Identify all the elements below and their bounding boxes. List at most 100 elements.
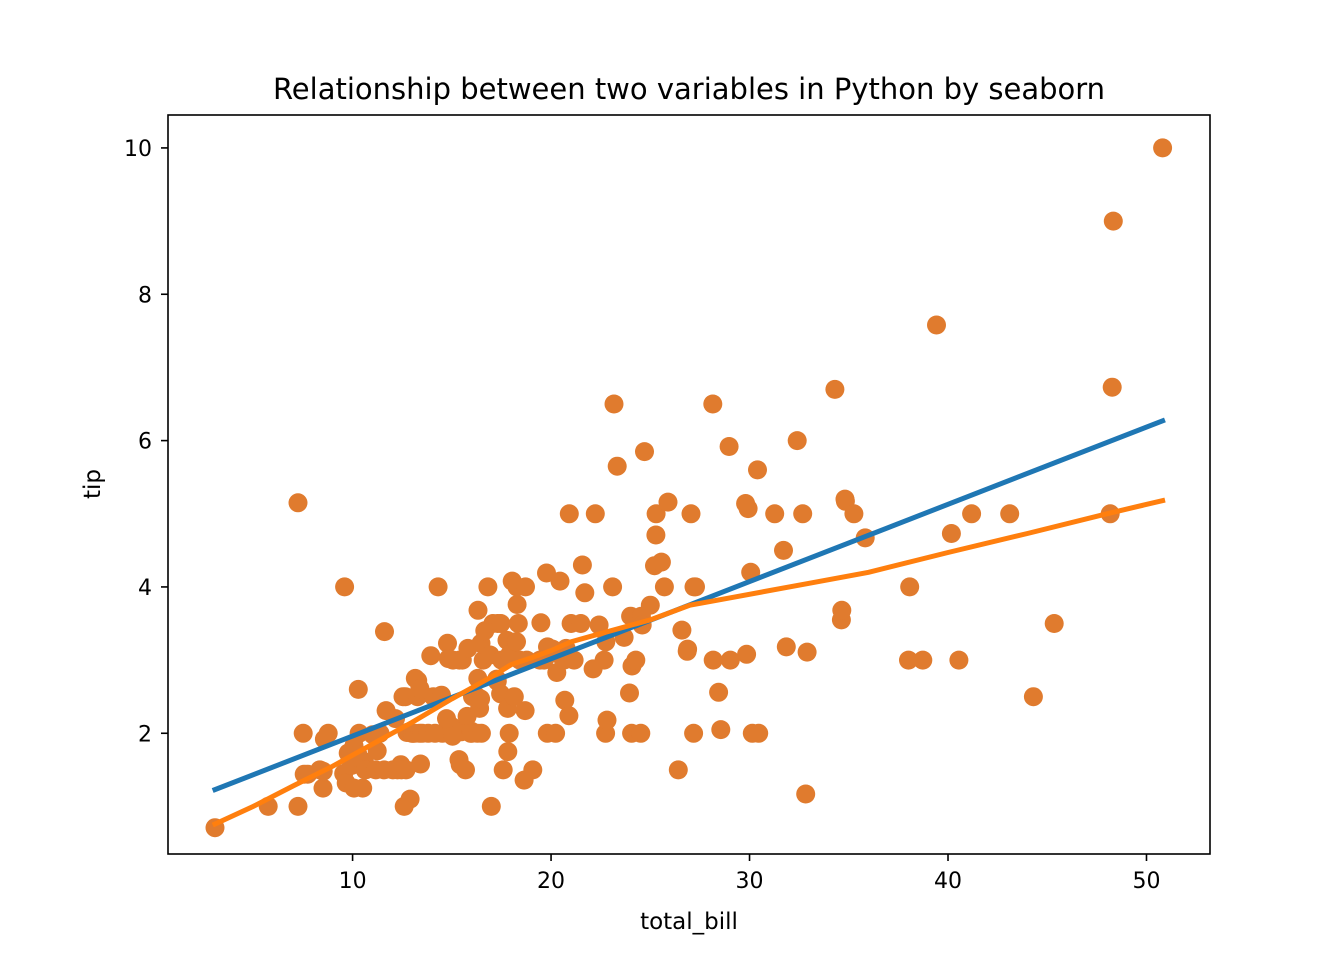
data-point xyxy=(719,437,739,456)
data-point xyxy=(703,650,723,670)
data-point xyxy=(478,577,498,597)
x-axis-label: total_bill xyxy=(640,909,738,935)
data-point xyxy=(318,723,338,743)
data-point xyxy=(604,394,624,414)
data-point xyxy=(288,493,308,513)
data-point xyxy=(531,613,551,633)
y-tick-label: 6 xyxy=(138,430,152,455)
data-point xyxy=(709,682,729,702)
y-axis-ticks: 2 4 6 8 10 xyxy=(124,137,168,747)
data-point xyxy=(597,710,617,730)
data-point xyxy=(646,525,666,545)
data-point xyxy=(651,552,671,572)
data-point xyxy=(748,460,767,480)
x-tick-label: 50 xyxy=(1132,869,1160,894)
data-point xyxy=(471,723,491,743)
data-point xyxy=(481,796,501,816)
data-point xyxy=(335,577,355,597)
data-point xyxy=(962,504,982,524)
x-tick-label: 30 xyxy=(736,869,764,894)
data-point xyxy=(400,789,420,809)
x-tick-label: 10 xyxy=(339,869,367,894)
data-point xyxy=(620,683,639,703)
data-point xyxy=(589,615,609,635)
data-point xyxy=(293,723,313,743)
data-point xyxy=(776,637,796,657)
data-point xyxy=(668,760,688,780)
data-point xyxy=(737,644,757,664)
data-point xyxy=(631,723,651,743)
plot-area-frame xyxy=(167,114,1211,855)
x-tick-label: 40 xyxy=(934,869,962,894)
data-point xyxy=(927,315,946,335)
data-point xyxy=(516,577,535,597)
data-point xyxy=(546,723,566,743)
data-point xyxy=(396,760,416,780)
data-point xyxy=(348,679,368,699)
data-point xyxy=(585,504,605,524)
data-point xyxy=(796,784,816,804)
data-point xyxy=(499,723,519,743)
data-point xyxy=(353,778,373,798)
data-point xyxy=(559,504,579,524)
data-point xyxy=(711,720,731,740)
data-point xyxy=(493,760,513,780)
chart-title: Relationship between two variables in Py… xyxy=(273,72,1105,106)
data-point xyxy=(797,642,817,662)
data-point xyxy=(899,650,918,670)
data-point xyxy=(635,442,654,462)
data-point xyxy=(654,577,674,597)
y-tick-label: 2 xyxy=(138,722,152,747)
data-point xyxy=(515,701,535,721)
data-point xyxy=(571,614,591,633)
data-point xyxy=(504,687,524,707)
data-point xyxy=(941,524,961,543)
data-point xyxy=(428,577,448,597)
data-point xyxy=(498,742,518,762)
data-point xyxy=(686,577,705,597)
y-axis-label: tip xyxy=(80,469,106,499)
data-point xyxy=(703,394,723,414)
data-point xyxy=(564,650,584,670)
data-point xyxy=(658,492,678,512)
data-point xyxy=(288,796,308,816)
lowess-line xyxy=(211,497,1166,828)
data-point xyxy=(1000,504,1020,524)
data-point xyxy=(738,499,758,519)
x-axis-ticks: 10 20 30 40 50 xyxy=(339,854,1160,894)
data-point xyxy=(572,555,592,575)
data-point xyxy=(523,760,543,780)
data-point xyxy=(559,706,579,726)
data-point xyxy=(507,632,526,652)
data-point xyxy=(421,646,441,666)
data-point xyxy=(1023,687,1043,707)
scatter-points xyxy=(205,138,1173,838)
data-point xyxy=(844,504,864,524)
data-point xyxy=(787,431,807,451)
data-point xyxy=(765,504,785,524)
data-point xyxy=(555,690,575,710)
data-point xyxy=(1044,614,1064,633)
data-point xyxy=(438,633,457,653)
data-point xyxy=(313,778,333,798)
data-point xyxy=(375,622,394,642)
data-point xyxy=(749,723,769,743)
x-tick-label: 20 xyxy=(537,869,565,894)
data-point xyxy=(575,583,595,603)
data-point xyxy=(646,504,666,524)
data-point xyxy=(672,620,692,640)
data-point xyxy=(793,504,813,524)
data-point xyxy=(681,504,701,524)
data-point xyxy=(640,595,660,615)
fit-lines xyxy=(211,417,1166,828)
data-point xyxy=(832,600,852,620)
data-point xyxy=(471,689,491,709)
data-point xyxy=(825,379,845,399)
data-point xyxy=(491,614,511,633)
data-point xyxy=(411,754,430,774)
data-point xyxy=(456,760,475,780)
data-point xyxy=(720,650,740,670)
data-point xyxy=(508,614,528,633)
